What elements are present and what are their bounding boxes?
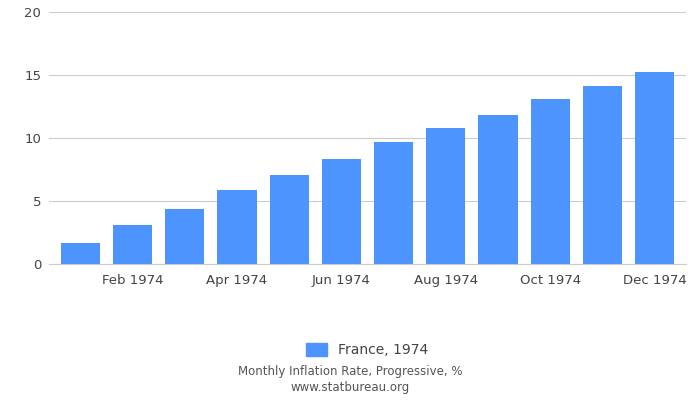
Bar bbox=[218, 190, 256, 264]
Text: www.statbureau.org: www.statbureau.org bbox=[290, 382, 410, 394]
Bar bbox=[635, 72, 674, 264]
Bar bbox=[374, 142, 413, 264]
Text: Monthly Inflation Rate, Progressive, %: Monthly Inflation Rate, Progressive, % bbox=[238, 366, 462, 378]
Bar bbox=[113, 225, 152, 264]
Bar bbox=[583, 86, 622, 264]
Bar bbox=[531, 99, 570, 264]
Bar bbox=[270, 174, 309, 264]
Bar bbox=[61, 242, 100, 264]
Legend: France, 1974: France, 1974 bbox=[301, 338, 434, 363]
Bar bbox=[322, 160, 361, 264]
Bar bbox=[165, 208, 204, 264]
Bar bbox=[426, 128, 466, 264]
Bar bbox=[479, 115, 517, 264]
